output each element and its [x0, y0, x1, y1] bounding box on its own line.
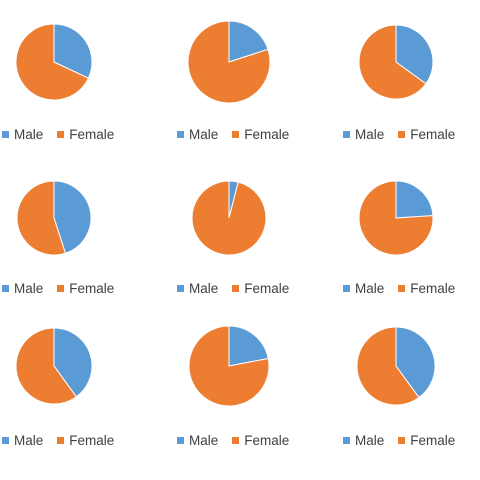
legend-item-female: Female: [398, 433, 455, 448]
pie-chart-7: [15, 327, 93, 405]
legend-item-male: Male: [177, 281, 218, 296]
chart-legend: Male Female: [343, 127, 455, 142]
pie-slice-female: [15, 327, 78, 405]
legend-item-male: Male: [2, 127, 43, 142]
legend-swatch-female: [398, 437, 406, 444]
pie-slice-male: [53, 23, 93, 79]
chart-legend: Male Female: [343, 281, 455, 296]
chart-legend: Male Female: [2, 281, 114, 296]
legend-item-female: Female: [232, 127, 289, 142]
legend-swatch-female: [398, 285, 406, 292]
legend-label: Male: [14, 127, 44, 142]
legend-swatch-female: [232, 131, 240, 138]
legend-label: Male: [189, 433, 219, 448]
legend-swatch-female: [232, 285, 240, 292]
pie-slice-female: [15, 23, 90, 101]
legend-label: Female: [244, 127, 290, 142]
pie-chart-3: [358, 24, 434, 100]
pie-chart-1: [15, 23, 93, 101]
pie-slice-female: [188, 325, 270, 407]
legend-swatch-female: [57, 131, 65, 138]
pie-slice-male: [53, 180, 92, 254]
legend-label: Female: [410, 127, 456, 142]
pie-chart-9: [356, 326, 436, 406]
pie-slice-male: [395, 180, 434, 219]
pie-chart-8: [188, 325, 270, 407]
pie-chart-4: [16, 180, 92, 256]
legend-swatch-female: [232, 437, 240, 444]
legend-item-female: Female: [57, 127, 114, 142]
pie-slice-female: [16, 180, 67, 256]
legend-item-male: Male: [343, 127, 384, 142]
legend-item-female: Female: [232, 281, 289, 296]
pie-slice-male: [228, 20, 269, 63]
legend-label: Female: [69, 281, 115, 296]
legend-label: Male: [14, 281, 44, 296]
legend-label: Female: [69, 433, 115, 448]
legend-item-male: Male: [343, 281, 384, 296]
pie-chart-5: [191, 180, 267, 256]
legend-swatch-male: [2, 285, 9, 292]
legend-swatch-male: [177, 437, 184, 444]
chart-legend: Male Female: [177, 281, 289, 296]
legend-label: Female: [410, 281, 456, 296]
legend-item-male: Male: [2, 281, 43, 296]
legend-label: Male: [189, 127, 219, 142]
legend-item-female: Female: [398, 281, 455, 296]
legend-label: Female: [244, 281, 290, 296]
legend-swatch-male: [343, 285, 350, 292]
legend-item-female: Female: [232, 433, 289, 448]
legend-label: Male: [189, 281, 219, 296]
pie-slice-female: [187, 20, 271, 104]
pie-slice-male: [395, 24, 434, 85]
legend-item-female: Female: [398, 127, 455, 142]
legend-label: Male: [14, 433, 44, 448]
legend-swatch-male: [2, 131, 9, 138]
legend-label: Female: [69, 127, 115, 142]
legend-label: Male: [355, 433, 385, 448]
legend-item-male: Male: [177, 433, 218, 448]
legend-label: Male: [355, 127, 385, 142]
chart-legend: Male Female: [343, 433, 455, 448]
legend-item-male: Male: [177, 127, 218, 142]
legend-swatch-male: [343, 437, 350, 444]
pie-slice-male: [395, 326, 436, 399]
pie-slice-female: [356, 326, 420, 406]
pie-chart-6: [358, 180, 434, 256]
legend-swatch-female: [57, 285, 65, 292]
chart-legend: Male Female: [177, 127, 289, 142]
legend-item-female: Female: [57, 433, 114, 448]
legend-swatch-male: [343, 131, 350, 138]
legend-swatch-female: [398, 131, 406, 138]
legend-item-male: Male: [343, 433, 384, 448]
pie-chart-2: [187, 20, 271, 104]
pie-slice-female: [191, 180, 267, 256]
legend-swatch-female: [57, 437, 65, 444]
pie-slice-female: [358, 180, 434, 256]
pie-slice-male: [53, 327, 93, 398]
legend-swatch-male: [2, 437, 9, 444]
legend-swatch-male: [177, 131, 184, 138]
chart-legend: Male Female: [2, 127, 114, 142]
legend-label: Female: [410, 433, 456, 448]
legend-item-female: Female: [57, 281, 114, 296]
legend-label: Male: [355, 281, 385, 296]
pie-slice-female: [358, 24, 427, 100]
chart-legend: Male Female: [177, 433, 289, 448]
legend-label: Female: [244, 433, 290, 448]
pie-slice-male: [228, 325, 269, 367]
legend-swatch-male: [177, 285, 184, 292]
legend-item-male: Male: [2, 433, 43, 448]
chart-legend: Male Female: [2, 433, 114, 448]
